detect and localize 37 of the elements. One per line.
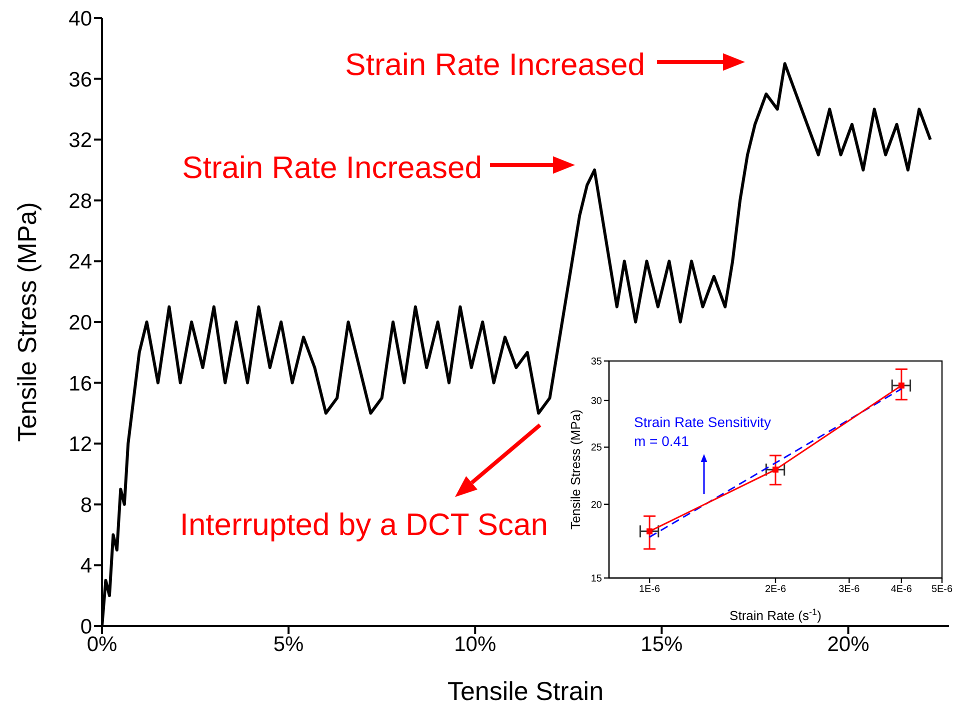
y-tick-label: 25 <box>590 442 602 454</box>
point <box>772 466 778 473</box>
y-tick-label: 35 <box>590 356 602 368</box>
x-tick-label: 15% <box>640 632 683 656</box>
y-tick-label: 4 <box>80 554 92 578</box>
y-tick-label: 16 <box>68 372 92 396</box>
annotation: m = 0.41 <box>634 433 690 449</box>
x-tick-label: 4E-6 <box>890 584 912 596</box>
x-tick-label: 5E-6 <box>931 584 953 596</box>
annotation: Strain Rate Increased <box>182 150 482 185</box>
y-tick-label: 36 <box>68 68 92 92</box>
y-tick-label: 12 <box>68 433 92 456</box>
point <box>898 382 904 389</box>
x-axis-title: Strain Rate (s$^{-1}$) <box>730 607 822 623</box>
annotation: Strain Rate Increased <box>345 47 645 82</box>
y-tick-label: 40 <box>68 7 92 30</box>
x-tick-label: 3E-6 <box>838 584 860 596</box>
annotation: Interrupted by a DCT Scan <box>180 507 548 542</box>
x-tick-label: 1E-6 <box>638 584 661 596</box>
x-tick-label: 5% <box>273 632 304 656</box>
x-axis-title: Tensile Strain <box>447 676 604 706</box>
x-tick-label: 2E-6 <box>764 584 786 596</box>
y-tick-label: 28 <box>68 190 92 213</box>
y-tick-label: 24 <box>68 250 92 274</box>
y-tick-label: 20 <box>590 500 602 511</box>
y-tick-label: 20 <box>68 311 92 334</box>
y-tick-label: 8 <box>80 494 92 517</box>
x-tick-label: 20% <box>827 632 870 656</box>
x-tick-label: 0% <box>86 632 118 656</box>
point <box>646 528 653 534</box>
y-tick-label: 32 <box>68 129 92 152</box>
y-axis-title: Tensile Stress (MPa) <box>12 202 42 442</box>
annotation: Strain Rate Sensitivity <box>634 414 771 430</box>
y-axis-title: Tensile Stress (MPa) <box>568 410 583 530</box>
y-tick-label: 30 <box>590 396 602 408</box>
y-tick-label: 15 <box>590 574 602 585</box>
x-tick-label: 10% <box>454 632 496 656</box>
